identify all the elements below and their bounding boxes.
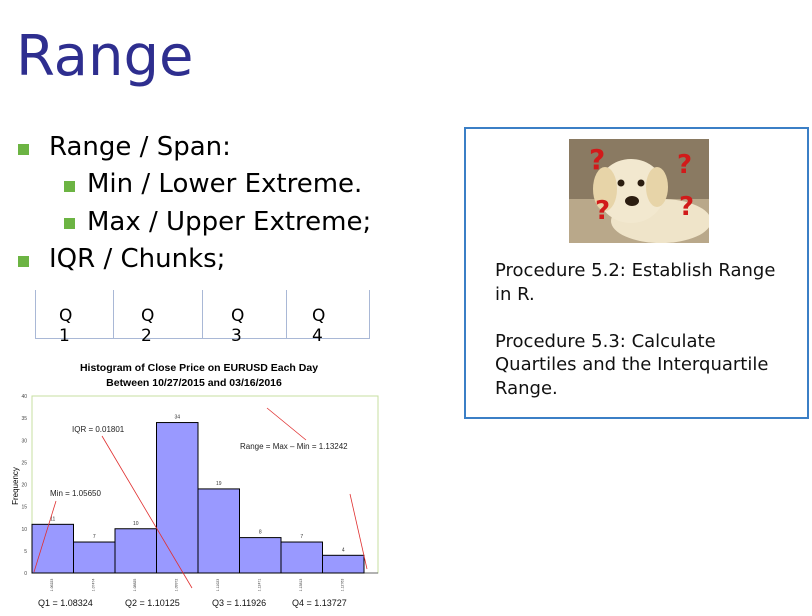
y-tick-label: 10 [21, 527, 27, 533]
quartile-value: Q3 = 1.11926 [212, 598, 266, 608]
quartile-value: Q1 = 1.08324 [38, 598, 93, 608]
chart-subtitle: Between 10/27/2015 and 03/16/2016 [106, 377, 282, 389]
confused-dog-image: ? ? ? ? [569, 139, 709, 243]
bar-value-label: 7 [300, 534, 303, 540]
bar-value-label: 4 [342, 547, 345, 553]
bar-value-label: 7 [93, 534, 96, 540]
min-arrow [33, 500, 57, 573]
x-tick-label: 1.09972 [174, 579, 178, 592]
x-tick-label: 1.13813 [299, 579, 303, 592]
x-tick-label: 1.12471 [257, 579, 261, 592]
bullet-square-icon [64, 218, 75, 229]
svg-text:?: ? [679, 192, 694, 222]
bullet-range-span: Range / Span: [49, 132, 231, 162]
slide-title: Range [16, 24, 194, 89]
y-axis-label: Frequency [11, 467, 20, 505]
range-annotation: Range = Max – Min = 1.13242 [240, 442, 348, 451]
svg-text:?: ? [677, 150, 692, 180]
y-tick-label: 0 [24, 571, 27, 577]
svg-text:?: ? [595, 196, 610, 226]
bullet-square-icon [18, 256, 29, 267]
bar-value-label: 11 [50, 516, 55, 522]
histogram-bar [31, 523, 74, 574]
y-tick-label: 30 [21, 438, 27, 444]
histogram-bar [239, 537, 282, 574]
bullet-square-icon [64, 181, 75, 192]
bar-value-label: 10 [133, 521, 139, 527]
procedure-text: Procedure 5.2: Establish Range in R. Pro… [495, 260, 776, 399]
histogram-bar [156, 422, 199, 574]
iqr-arrow [101, 435, 193, 589]
x-tick-label: 1.12763 [340, 579, 344, 592]
chart-title: Histogram of Close Price on EURUSD Each … [80, 362, 318, 374]
quartile-value: Q2 = 1.10125 [125, 598, 180, 608]
max-arrow [349, 493, 368, 570]
y-tick-label: 25 [21, 460, 27, 466]
histogram-bar [322, 554, 365, 574]
bar-value-label: 8 [259, 530, 262, 536]
bullet-iqr-chunks: IQR / Chunks; [49, 244, 226, 274]
quartile-value: Q4 = 1.13727 [292, 598, 347, 608]
bullet-square-icon [18, 144, 29, 155]
y-tick-label: 35 [21, 416, 27, 422]
min-annotation: Min = 1.05650 [50, 489, 101, 498]
x-tick-label: 1.08825 [133, 579, 137, 592]
histogram-chart: Histogram of Close Price on EURUSD Each … [11, 362, 379, 608]
bar-value-label: 19 [216, 481, 222, 487]
bullet-min-lower: Min / Lower Extreme. [87, 169, 363, 199]
y-tick-label: 15 [21, 505, 27, 511]
x-tick-label: 1.07474 [91, 579, 95, 592]
iqr-annotation: IQR = 0.01801 [72, 425, 125, 434]
y-tick-label: 40 [21, 394, 27, 400]
histogram-bar [197, 488, 240, 574]
bullet-max-upper: Max / Upper Extreme; [87, 207, 372, 237]
histogram-bar [114, 528, 157, 574]
y-tick-label: 20 [21, 483, 27, 489]
histogram-bar [280, 541, 323, 574]
x-tick-label: 1.06223 [50, 579, 54, 592]
bar-value-label: 34 [174, 415, 180, 421]
x-tick-label: 1.11023 [216, 579, 220, 591]
procedure-panel: ? ? ? ? Procedure 5.2: Establish Range i… [464, 127, 809, 419]
range-arrow [266, 407, 307, 441]
y-tick-label: 5 [24, 549, 27, 555]
histogram-bar [73, 541, 116, 574]
svg-text:?: ? [589, 143, 605, 176]
